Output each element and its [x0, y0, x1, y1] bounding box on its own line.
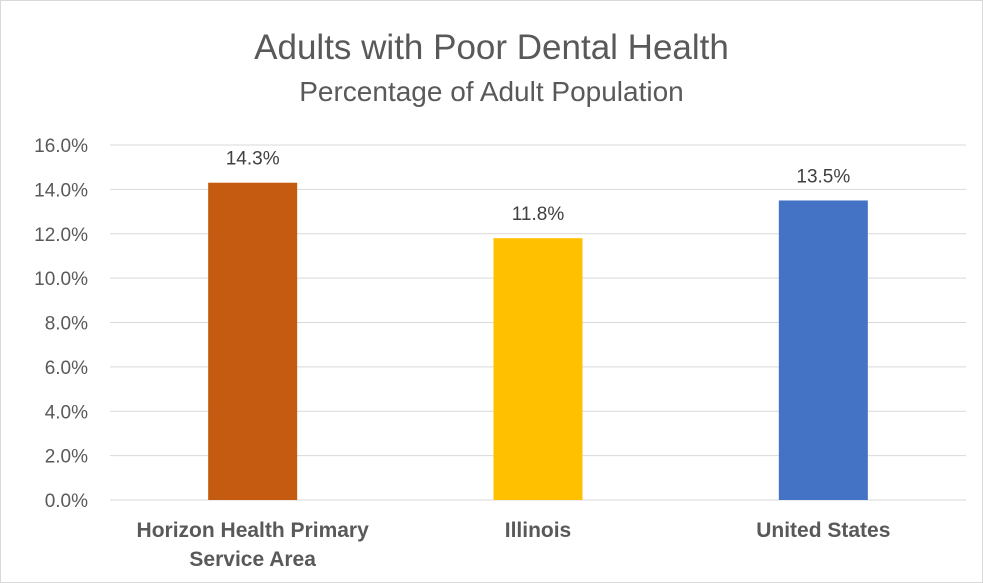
y-tick-label: 4.0%: [45, 402, 88, 423]
category-label: Illinois: [505, 519, 572, 542]
category-label: Service Area: [189, 548, 316, 571]
y-tick-label: 0.0%: [45, 491, 88, 512]
y-tick-label: 10.0%: [34, 269, 88, 290]
bar: [493, 238, 583, 500]
data-labels: 14.3% 11.8% 13.5%: [226, 149, 851, 225]
y-tick-label: 12.0%: [34, 225, 88, 246]
data-label: 13.5%: [796, 166, 850, 187]
y-tick-label: 2.0%: [45, 447, 88, 468]
y-tick-label: 6.0%: [45, 358, 88, 379]
category-labels: Horizon Health Primary Service Area Illino…: [137, 519, 891, 571]
y-tick-label: 14.0%: [34, 180, 88, 201]
chart-subtitle: Percentage of Adult Population: [299, 76, 684, 107]
y-axis-ticks: 0.0% 2.0% 4.0% 6.0% 8.0% 10.0% 12.0% 14.0% 16.0%: [34, 136, 88, 512]
data-label: 11.8%: [512, 204, 565, 225]
y-tick-label: 16.0%: [34, 136, 88, 157]
chart-title: Adults with Poor Dental Health: [254, 28, 729, 67]
data-label: 14.3%: [226, 149, 280, 170]
y-tick-label: 8.0%: [45, 314, 88, 335]
bar: [778, 200, 868, 500]
category-label: Horizon Health Primary: [137, 519, 370, 542]
bars: [208, 182, 868, 500]
bar: [208, 182, 298, 500]
category-label: United States: [756, 519, 890, 542]
